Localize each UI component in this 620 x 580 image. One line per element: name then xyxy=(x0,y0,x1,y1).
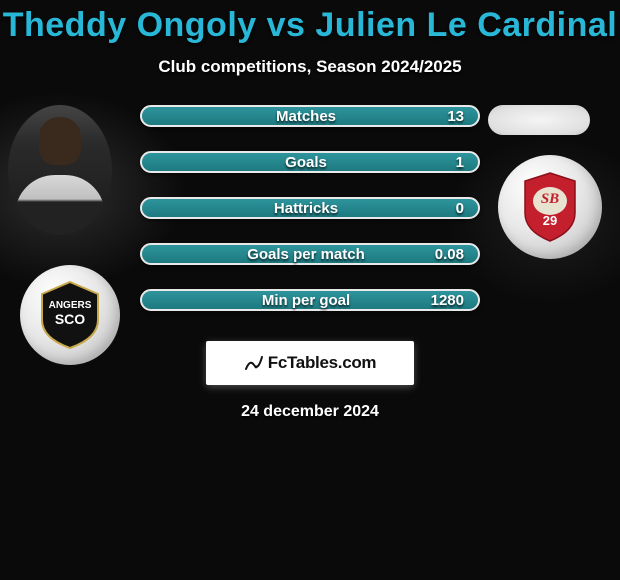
stat-label: Hattricks xyxy=(142,200,430,217)
branding-card: FcTables.com xyxy=(206,341,414,385)
club-badge-left: ANGERS SCO xyxy=(20,265,120,365)
stat-label: Goals per match xyxy=(142,246,430,263)
player-avatar-left xyxy=(8,105,112,235)
page-subtitle: Club competitions, Season 2024/2025 xyxy=(0,57,620,77)
stat-bar-goals: Goals 1 xyxy=(140,151,480,173)
club-badge-right: SB 29 xyxy=(498,155,602,259)
player-avatar-right-placeholder xyxy=(488,105,590,135)
stat-value: 1 xyxy=(430,154,464,171)
stat-bar-matches: Matches 13 xyxy=(140,105,480,127)
stat-bar-hattricks: Hattricks 0 xyxy=(140,197,480,219)
stat-value: 1280 xyxy=(430,292,464,309)
header: Theddy Ongoly vs Julien Le Cardinal Club… xyxy=(0,0,620,77)
crest-right-sub: 29 xyxy=(543,213,557,228)
date-text: 24 december 2024 xyxy=(0,403,620,421)
angers-crest-icon: ANGERS SCO xyxy=(38,280,102,350)
main-content: ANGERS SCO SB 29 Matches 13 Goals 1 Hatt… xyxy=(0,105,620,421)
stat-label: Min per goal xyxy=(142,292,430,309)
stat-bar-min-per-goal: Min per goal 1280 xyxy=(140,289,480,311)
avatar-body xyxy=(15,175,105,235)
stat-bar-goals-per-match: Goals per match 0.08 xyxy=(140,243,480,265)
crest-left-text: ANGERS xyxy=(49,300,92,311)
branding-text: FcTables.com xyxy=(268,353,377,373)
brest-crest-icon: SB 29 xyxy=(519,171,581,243)
stat-bars: Matches 13 Goals 1 Hattricks 0 Goals per… xyxy=(140,105,480,311)
fctables-logo-icon xyxy=(244,353,264,373)
stat-value: 0 xyxy=(430,200,464,217)
stat-value: 0.08 xyxy=(430,246,464,263)
crest-left-sub: SCO xyxy=(55,311,85,327)
stat-value: 13 xyxy=(430,108,464,125)
crest-right-text: SB xyxy=(541,191,559,207)
stat-label: Matches xyxy=(142,108,430,125)
page-title: Theddy Ongoly vs Julien Le Cardinal xyxy=(0,6,620,45)
stat-label: Goals xyxy=(142,154,430,171)
